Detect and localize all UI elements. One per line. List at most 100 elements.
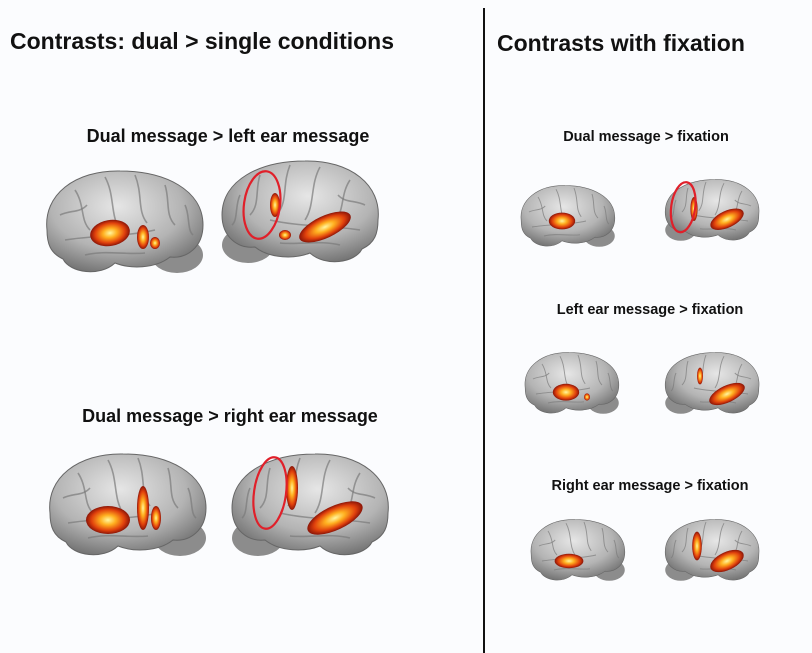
sulcus [734, 539, 752, 547]
left-title: Contrasts: dual > single conditions [10, 28, 395, 54]
brain [530, 519, 626, 581]
sulcus [289, 534, 351, 539]
sulcus [543, 234, 581, 237]
sulcus [167, 467, 179, 509]
brain-outline [221, 160, 379, 263]
sulcus [591, 193, 599, 219]
sulcus [184, 204, 194, 236]
sulcus [87, 534, 149, 539]
brain [231, 453, 389, 556]
sulcus [613, 539, 620, 559]
activation [86, 506, 130, 534]
brain-outline [664, 519, 760, 581]
panel-label: Right ear message > fixation [551, 478, 749, 494]
sulcus [547, 401, 585, 404]
sulcus [670, 372, 677, 392]
activation [299, 211, 351, 243]
sulcus [347, 487, 376, 499]
activation [697, 367, 703, 385]
sulcus [607, 372, 614, 392]
sulcus [259, 467, 271, 509]
brain [221, 160, 379, 263]
brain [664, 179, 760, 241]
activation [90, 219, 130, 247]
sulcus [670, 539, 677, 559]
sulcus [547, 530, 558, 556]
panel-label: Left ear message > fixation [556, 302, 744, 318]
brain [664, 519, 760, 581]
right-title: Contrasts with fixation [497, 30, 745, 56]
sulcus [241, 487, 251, 519]
sulcus [532, 372, 550, 380]
sulcus [681, 360, 689, 386]
brain [520, 185, 616, 247]
sulcus [231, 194, 241, 226]
activation [151, 506, 161, 530]
activation [137, 486, 149, 530]
brain-images [46, 160, 760, 581]
sulcus [62, 487, 91, 499]
sulcus [603, 205, 610, 225]
brain [664, 352, 760, 414]
highlight-circle [669, 181, 697, 234]
sulcus [698, 181, 707, 212]
activation [709, 382, 745, 406]
sulcus [681, 187, 689, 213]
activation [307, 501, 363, 535]
sulcus [565, 522, 576, 556]
sulcus [538, 539, 556, 547]
highlight-circle [242, 170, 282, 240]
sulcus [601, 527, 609, 553]
brain-outline [231, 453, 389, 556]
activation [279, 230, 291, 240]
brain-outline [530, 519, 626, 581]
sulcus [734, 199, 752, 207]
sulcus [187, 487, 197, 519]
sulcus [77, 472, 94, 514]
activation [137, 225, 149, 249]
panel-label: Dual message > fixation [563, 129, 729, 145]
sulcus [734, 372, 752, 380]
activation [692, 531, 702, 561]
sulcus [714, 182, 725, 216]
brain [524, 352, 620, 414]
activation [710, 208, 744, 230]
brain [49, 453, 207, 556]
sulcus [314, 459, 331, 514]
sulcus [573, 187, 582, 218]
sulcus [164, 184, 176, 226]
brain-outline [524, 352, 620, 414]
sulcus [304, 166, 321, 221]
activation [286, 466, 298, 510]
highlight-circle [252, 456, 288, 530]
brain [46, 170, 204, 273]
sulcus [337, 194, 366, 206]
sulcus [595, 360, 603, 386]
sulcus [84, 251, 146, 256]
sulcus [681, 527, 689, 553]
activation [270, 193, 280, 217]
activation [548, 212, 576, 230]
activation [710, 549, 744, 573]
sulcus [541, 363, 552, 389]
sulcus [279, 241, 341, 246]
sulcus [134, 174, 148, 224]
sulcus [553, 568, 591, 571]
sulcus [59, 204, 88, 216]
panel-label: Dual message > left ear message [86, 126, 370, 146]
activation [584, 393, 590, 401]
activation [554, 553, 584, 569]
sulcus [74, 189, 91, 231]
panel-label: Dual message > right ear message [82, 406, 378, 426]
sulcus [249, 174, 261, 216]
activation [150, 237, 160, 249]
brain-outline [46, 170, 204, 273]
sulcus [577, 354, 586, 385]
activation [552, 383, 580, 401]
sulcus [714, 522, 725, 556]
sulcus [537, 196, 548, 222]
brain-outline [49, 453, 207, 556]
sulcus [583, 521, 592, 552]
